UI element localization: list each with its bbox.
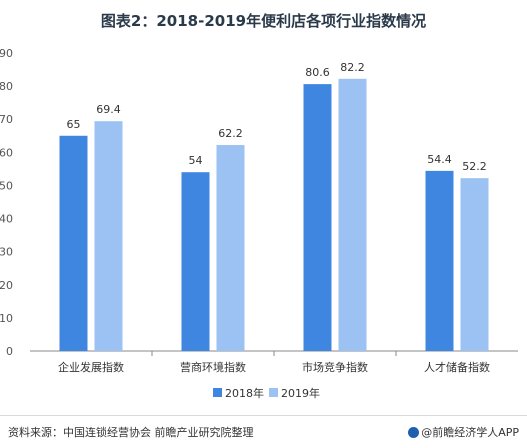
bar-2018 [425, 170, 454, 351]
footer: 资料来源：中国连锁经营协会 前瞻产业研究院整理 @前瞻经济学人APP [0, 415, 527, 448]
y-tick-label: 30 [0, 246, 13, 259]
bar-2019 [216, 145, 245, 351]
bar-2018 [303, 84, 332, 351]
source-note: 资料来源：中国连锁经营协会 前瞻产业研究院整理 [8, 426, 254, 439]
data-label: 52.2 [462, 160, 487, 173]
bar-chart: 0 10 20 30 40 50 60 70 80 90 企业发展指数 65 69.4 营商环境指数 54 6… [0, 47, 518, 400]
data-label: 82.2 [340, 61, 365, 74]
y-tick-label: 80 [0, 80, 13, 93]
data-label: 54 [189, 154, 203, 167]
brand-logo-icon [408, 427, 420, 438]
x-tick-label: 营商环境指数 [180, 360, 246, 374]
legend-label: 2018年 [225, 386, 264, 400]
brand-credit: @前瞻经济学人APP [408, 424, 519, 440]
chart-title: 图表2：2018-2019年便利店各项行业指数情况 [100, 12, 427, 30]
y-tick-label: 70 [0, 113, 13, 126]
bar-2018 [59, 135, 88, 351]
y-tick-label: 90 [0, 47, 13, 60]
x-tick-label: 人才储备指数 [424, 360, 490, 374]
x-tick-label: 市场竞争指数 [302, 360, 368, 374]
data-label: 69.4 [96, 103, 121, 116]
legend-swatch [213, 388, 222, 397]
y-tick-label: 10 [0, 312, 13, 325]
bar-2018 [181, 172, 210, 351]
bar-2019 [338, 78, 367, 352]
brand-text: @前瞻经济学人APP [421, 426, 519, 439]
legend-swatch [269, 388, 278, 397]
data-label: 62.2 [218, 127, 243, 140]
data-label: 80.6 [305, 66, 330, 79]
data-label: 65 [67, 118, 81, 131]
y-tick-label: 0 [6, 345, 13, 358]
legend-label: 2019年 [281, 386, 320, 400]
y-tick-label: 40 [0, 213, 13, 226]
x-tick-label: 企业发展指数 [58, 360, 124, 374]
bar-2019 [94, 121, 123, 351]
y-tick-label: 20 [0, 279, 13, 292]
y-tick-label: 60 [0, 146, 13, 159]
data-label: 54.4 [427, 153, 452, 166]
y-tick-label: 50 [0, 179, 13, 192]
bar-2019 [460, 178, 489, 351]
